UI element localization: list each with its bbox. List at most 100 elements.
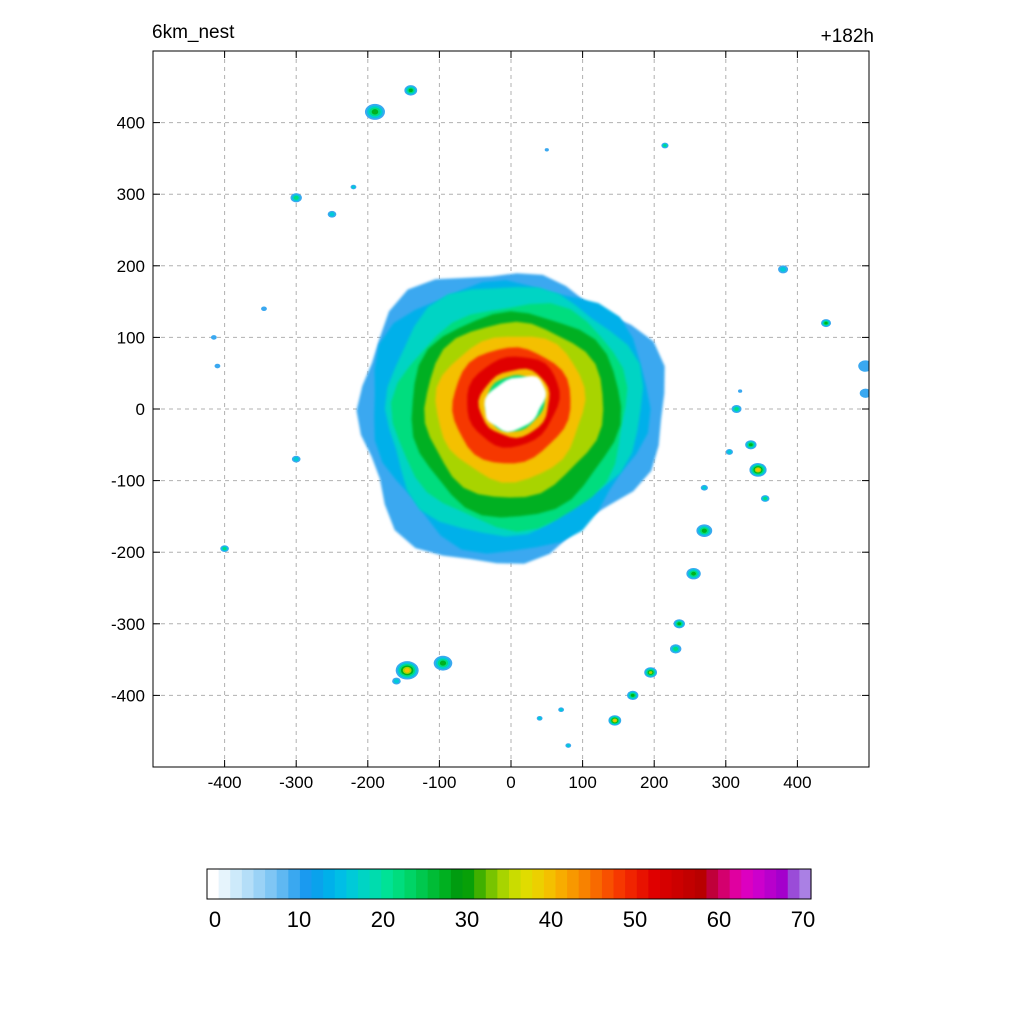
convective-cell [210,335,217,340]
convective-cell [439,660,447,666]
x-tick-label: 400 [783,773,811,792]
colorbar-tick-label: 60 [707,907,731,932]
convective-cell [824,321,828,325]
colorbar-swatch [636,869,649,899]
colorbar-swatch [683,869,696,899]
convective-cell [408,88,413,93]
convective-cell [293,195,299,200]
y-tick-label: 400 [117,114,145,133]
colorbar-swatch [601,869,615,899]
colorbar-swatch [253,869,266,899]
colorbar-swatch [218,869,231,899]
colorbar-tick-label: 0 [209,907,221,932]
reflectivity-field [210,85,869,748]
convective-cell [371,109,379,115]
outer-cells [210,85,869,748]
convective-cell [261,306,267,312]
colorbar-tick-label: 10 [287,907,311,932]
storm-core [356,273,665,564]
colorbar-swatch [590,869,603,899]
y-tick-label: -200 [111,543,145,562]
colorbar-swatch [520,869,533,899]
colorbar-swatch [358,869,371,899]
colorbar-swatch [706,869,719,899]
colorbar-swatch [776,869,789,899]
convective-cell [544,148,549,152]
colorbar-swatch [509,869,522,899]
x-tick-label: 100 [568,773,596,792]
convective-cell [691,571,696,576]
convective-cell [702,486,707,490]
colorbar-swatch [230,869,243,899]
colorbar-swatch [567,869,580,899]
colorbar-swatch [276,869,289,899]
colorbar-frame [206,868,812,900]
y-tick-label: 0 [136,400,145,419]
convective-cell [701,528,707,533]
colorbar-tick-label: 50 [623,907,647,932]
convective-cell [630,693,635,697]
colorbar-swatch [485,869,498,899]
chart-title-left: 6km_nest [152,22,235,43]
colorbar-swatch [578,869,591,899]
convective-cell [293,457,299,462]
convective-cell [673,646,679,651]
colorbar-swatch [787,869,800,899]
colorbar-tick-label: 30 [455,907,479,932]
colorbar-swatch [346,869,359,899]
colorbar-swatch [648,869,661,899]
convective-cell [859,388,869,398]
x-tick-label: -400 [208,773,242,792]
colorbar-swatch [497,869,510,899]
convective-cell [763,497,767,500]
colorbar-swatch [799,869,812,899]
colorbar-tick-label: 40 [539,907,563,932]
convective-cell [214,363,221,369]
convective-cell [566,744,570,747]
colorbar-swatch [392,869,406,899]
x-tick-label: 300 [712,773,740,792]
colorbar-swatch [741,869,754,899]
colorbar-swatch [532,869,545,899]
convective-cell [393,678,400,684]
x-tick-label: -300 [279,773,313,792]
colorbar-swatch [613,869,626,899]
colorbar-swatch [241,869,255,899]
colorbar-swatch [764,869,777,899]
colorbar-swatch [625,869,638,899]
y-tick-label: 200 [117,257,145,276]
convective-cell [559,708,563,712]
colorbar-swatch [299,869,313,899]
colorbar-swatch [671,869,684,899]
x-tick-label: 0 [506,773,515,792]
convective-cell [329,212,335,217]
convective-cell [663,144,667,147]
convective-cell [677,622,682,626]
colorbar-swatch [427,869,440,899]
colorbar-swatch [439,869,452,899]
y-tick-label: -100 [111,472,145,491]
colorbar-swatch [334,869,347,899]
convective-cell [727,450,732,454]
colorbar-swatch [288,869,301,899]
colorbar-swatch [404,869,417,899]
colorbar-swatch [416,869,429,899]
x-axis: -400 -300 -200 -100 0 100 200 300 400 [208,51,812,792]
convective-cell [537,716,542,720]
colorbar-swatch [369,869,382,899]
convective-cell [648,671,653,674]
convective-cell [734,407,739,411]
colorbar-swatch [323,869,336,899]
colorbar-swatch [694,869,708,899]
storm-eye [484,375,546,433]
colorbar-swatch [752,869,766,899]
y-axis: 400 300 200 100 0 -100 -200 -300 -400 [111,114,869,705]
convective-cell [222,547,227,551]
y-tick-label: -300 [111,615,145,634]
chart-title-right: +182h [820,26,874,47]
colorbar-tick-label: 70 [791,907,815,932]
colorbar-swatch [381,869,394,899]
y-tick-label: 300 [117,185,145,204]
colorbar-swatch [543,869,557,899]
